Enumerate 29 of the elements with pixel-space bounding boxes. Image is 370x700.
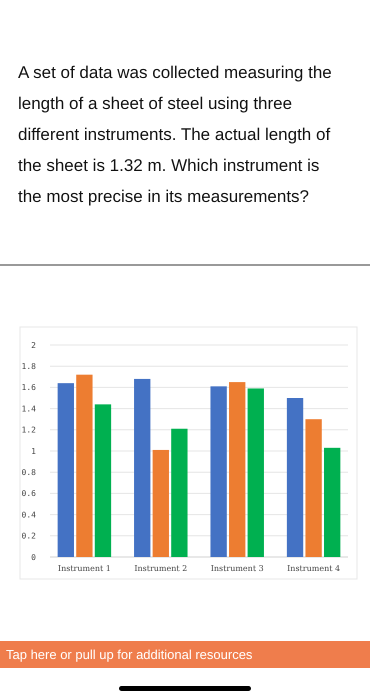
x-tick-label: Instrument 1 — [58, 564, 111, 573]
bar — [305, 419, 322, 557]
y-tick-label: 2 — [31, 340, 36, 350]
bar — [152, 450, 169, 557]
bar — [171, 428, 188, 557]
text: Tap here or pull up for additional resources — [6, 647, 253, 662]
x-tick-label: Instrument 3 — [210, 564, 264, 573]
bar — [58, 383, 74, 557]
y-tick-label: 1.8 — [22, 362, 36, 371]
y-tick-label: 1 — [31, 446, 36, 456]
y-tick-label: 1.6 — [22, 383, 36, 392]
y-tick-label: 0.2 — [22, 532, 36, 541]
y-tick-label: 0.4 — [22, 510, 36, 520]
y-tick-label: 0.6 — [22, 489, 36, 498]
x-tick-label: Instrument 4 — [287, 564, 340, 573]
bar — [76, 374, 93, 557]
bar — [324, 448, 340, 557]
y-tick-label: 0.8 — [22, 468, 36, 477]
y-tick-label: 1.4 — [22, 404, 36, 414]
y-tick-label: 0 — [31, 552, 36, 562]
bar — [286, 398, 304, 557]
chart-title: A set of data was collected measuring the length of a sheet of steel using three different instruments. The actual length of the sheet is 1.32 m. Which instrument is the most precise in its measurements? — [18, 63, 332, 206]
bar — [210, 386, 227, 557]
bar — [94, 404, 112, 557]
bar — [134, 378, 150, 557]
x-tick-label: Instrument 2 — [134, 564, 188, 573]
bar — [229, 382, 246, 557]
y-tick-label: 1.2 — [22, 426, 36, 435]
bar — [248, 388, 264, 557]
